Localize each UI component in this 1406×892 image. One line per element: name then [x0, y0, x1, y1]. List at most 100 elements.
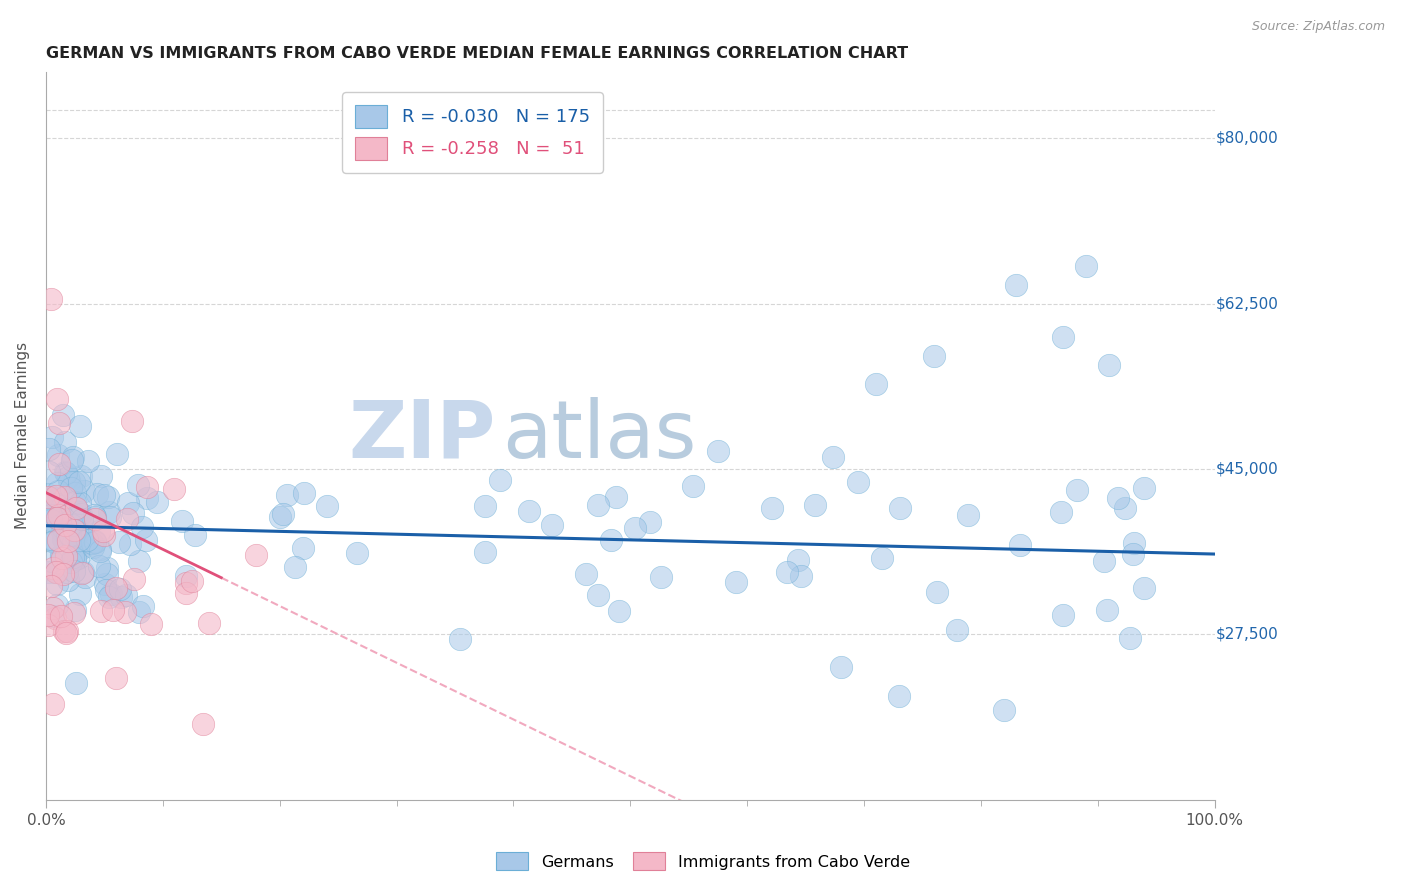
Point [39, 292, 62, 306]
Point [65, 551, 87, 566]
Point [269, 510, 291, 524]
Point [42, 560, 65, 574]
Point [51, 609, 73, 624]
Text: ZIP: ZIP [349, 397, 496, 475]
Point [37, 617, 59, 632]
Point [846, 475, 869, 490]
Point [1066, 483, 1088, 498]
Text: $45,000: $45,000 [1216, 461, 1278, 476]
Point [292, 541, 315, 555]
Point [38, 442, 60, 456]
Point [84, 512, 107, 526]
Point [46, 511, 69, 525]
Point [790, 569, 813, 583]
Point [69, 496, 91, 510]
Point [761, 500, 783, 515]
Point [588, 589, 610, 603]
Point [38, 465, 60, 479]
Point [1122, 547, 1144, 561]
Point [128, 605, 150, 619]
Point [98, 504, 121, 518]
Point [45, 566, 67, 580]
Point [284, 560, 307, 574]
Point [55, 625, 77, 640]
Point [62, 523, 84, 537]
Point [56, 573, 79, 587]
Point [83, 508, 105, 523]
Point [94, 577, 117, 591]
Point [84, 533, 107, 548]
Point [38, 565, 60, 579]
Point [75, 570, 97, 584]
Point [69, 507, 91, 521]
Point [346, 546, 368, 560]
Point [724, 574, 747, 589]
Point [65, 500, 87, 515]
Point [120, 537, 142, 551]
Point [51, 499, 73, 513]
Point [94, 582, 117, 597]
Point [1123, 535, 1146, 549]
Point [51, 507, 73, 521]
Point [640, 515, 662, 529]
Point [67, 505, 90, 519]
Point [52, 566, 75, 581]
Point [48, 458, 70, 472]
Point [1133, 481, 1156, 495]
Point [1097, 603, 1119, 617]
Point [786, 553, 808, 567]
Point [540, 517, 562, 532]
Point [73, 484, 96, 499]
Point [55, 517, 77, 532]
Point [865, 376, 887, 391]
Point [93, 524, 115, 538]
Point [474, 499, 496, 513]
Point [197, 615, 219, 630]
Point [55, 466, 77, 480]
Point [39, 579, 62, 593]
Point [181, 574, 204, 588]
Point [96, 561, 118, 575]
Point [60, 453, 83, 467]
Point [90, 604, 112, 618]
Point [489, 473, 512, 487]
Point [56, 530, 79, 544]
Point [38, 497, 60, 511]
Point [65, 676, 87, 690]
Point [87, 524, 110, 538]
Point [89, 542, 111, 557]
Point [136, 491, 159, 505]
Point [63, 486, 86, 500]
Point [70, 566, 93, 580]
Point [139, 616, 162, 631]
Point [69, 419, 91, 434]
Point [59, 481, 82, 495]
Point [600, 533, 623, 547]
Point [41, 554, 63, 568]
Point [55, 549, 77, 563]
Point [53, 466, 76, 480]
Point [1050, 505, 1073, 519]
Point [889, 500, 911, 515]
Point [108, 582, 131, 596]
Point [44, 533, 66, 547]
Y-axis label: Median Female Earnings: Median Female Earnings [15, 343, 30, 530]
Point [51, 520, 73, 534]
Point [51, 500, 73, 515]
Point [63, 606, 86, 620]
Point [624, 521, 647, 535]
Point [44, 611, 66, 625]
Point [245, 548, 267, 562]
Point [122, 572, 145, 586]
Point [174, 575, 197, 590]
Point [823, 450, 845, 464]
Point [52, 408, 75, 422]
Point [98, 510, 121, 524]
Point [63, 495, 86, 509]
Point [39, 513, 62, 527]
Point [62, 475, 84, 489]
Point [69, 587, 91, 601]
Point [39, 508, 62, 522]
Point [46, 576, 69, 591]
Point [1098, 358, 1121, 372]
